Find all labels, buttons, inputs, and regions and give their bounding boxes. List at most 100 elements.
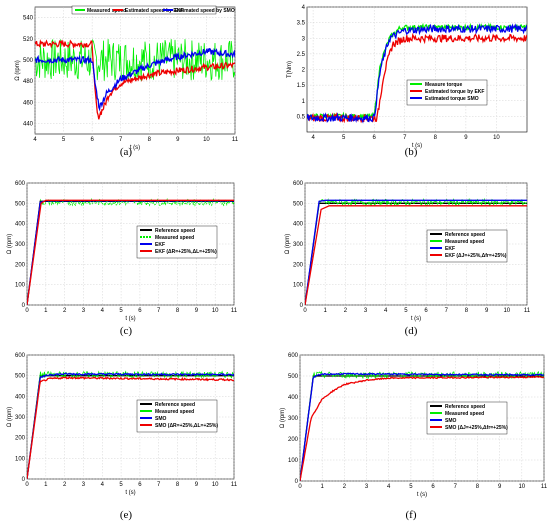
panel-caption: (d) <box>405 325 418 337</box>
y-tick-label: 2.5 <box>297 52 306 58</box>
y-tick-label: 100 <box>293 283 304 289</box>
x-tick-label: 4 <box>101 308 105 314</box>
y-tick-label: 4 <box>302 5 306 11</box>
y-tick-label: 200 <box>293 262 304 268</box>
x-axis-label: t (s) <box>125 316 135 322</box>
chart-panel-c: 0 1 2 3 4 5 6 7 8 9 10 11 0 100 200 300 400 500 600 t (s) Ω … <box>7 181 238 337</box>
y-tick-label: 0 <box>22 477 26 483</box>
x-tick-label: 11 <box>541 484 548 490</box>
y-tick-label: 600 <box>293 181 304 187</box>
y-tick-label: 300 <box>15 415 26 421</box>
legend-entry: Estimated torque SMO <box>425 96 479 102</box>
x-tick-label: 9 <box>464 135 468 141</box>
legend-entry: Measured speed <box>87 8 126 14</box>
x-tick-label: 2 <box>343 484 347 490</box>
chart-panel-e: 0 1 2 3 4 5 6 7 8 9 10 11 0 100 200 300 400 500 600 t (s) Ω … <box>7 353 238 521</box>
y-tick-label: 500 <box>15 374 26 380</box>
x-axis-label: t (s) <box>125 490 135 496</box>
x-tick-label: 4 <box>311 135 315 141</box>
legend-entry: EKF (ΔJ=+25%,Δfr=+25%) <box>445 253 507 259</box>
x-tick-label: 9 <box>485 308 489 314</box>
y-tick-label: 500 <box>288 374 299 380</box>
x-tick-label: 11 <box>231 482 238 488</box>
y-tick-label: 400 <box>15 394 26 400</box>
series-line-estimated-speed-by-smo <box>35 47 235 112</box>
series-line-estimated-speed-by-ekf <box>35 39 235 120</box>
y-tick-label: 300 <box>288 416 299 422</box>
y-tick-label: 300 <box>293 242 304 248</box>
x-tick-label: 7 <box>157 482 161 488</box>
x-tick-label: 3 <box>82 482 86 488</box>
series-line-smo-r-25-l-25 <box>27 376 234 479</box>
x-tick-label: 11 <box>232 137 239 143</box>
series-line-ekf-j-25-fr-25 <box>305 205 527 305</box>
y-axis-label: Ω (rpm) <box>285 234 291 254</box>
legend-entry: Estimated torque by EKF <box>425 89 484 95</box>
legend-entry: Estimated speed by EKF <box>125 8 183 14</box>
x-tick-label: 8 <box>434 135 438 141</box>
x-tick-label: 7 <box>157 308 161 314</box>
x-tick-label: 7 <box>119 137 123 143</box>
x-tick-label: 5 <box>342 135 346 141</box>
x-tick-label: 10 <box>518 484 525 490</box>
y-tick-label: 500 <box>23 58 34 64</box>
panel-caption: (f) <box>406 509 417 521</box>
x-tick-label: 0 <box>25 308 29 314</box>
series-line-estimated-torque-smo <box>307 23 527 124</box>
legend-entry: Reference speed <box>155 402 195 408</box>
x-axis-label: t (s) <box>130 145 140 151</box>
x-tick-label: 2 <box>344 308 348 314</box>
x-tick-label: 5 <box>119 308 123 314</box>
x-tick-label: 3 <box>365 484 369 490</box>
y-tick-label: 200 <box>15 436 26 442</box>
x-tick-label: 4 <box>384 308 388 314</box>
x-tick-label: 0 <box>303 308 307 314</box>
y-tick-label: 200 <box>288 437 299 443</box>
y-tick-label: 300 <box>15 242 26 248</box>
y-tick-label: 480 <box>23 79 34 85</box>
x-tick-label: 10 <box>212 308 219 314</box>
y-tick-label: 400 <box>293 222 304 228</box>
x-tick-label: 8 <box>148 137 152 143</box>
x-tick-label: 0 <box>25 482 29 488</box>
series-line-smo <box>27 372 234 479</box>
x-tick-label: 6 <box>424 308 428 314</box>
x-axis-label: t (s) <box>411 316 421 322</box>
x-tick-label: 1 <box>321 484 325 490</box>
y-tick-label: 520 <box>23 37 34 43</box>
series-line-ekf-r-25-l-25 <box>27 199 234 305</box>
x-tick-label: 10 <box>503 308 510 314</box>
x-tick-label: 6 <box>138 482 142 488</box>
x-tick-label: 6 <box>138 308 142 314</box>
x-tick-label: 2 <box>63 308 67 314</box>
x-tick-label: 1 <box>324 308 328 314</box>
series-line-smo <box>300 372 544 481</box>
x-tick-label: 8 <box>476 484 480 490</box>
x-tick-label: 9 <box>195 482 199 488</box>
y-tick-label: 600 <box>288 353 299 359</box>
y-tick-label: 500 <box>293 201 304 207</box>
y-tick-label: 500 <box>15 201 26 207</box>
y-tick-label: 1.5 <box>297 83 306 89</box>
x-tick-label: 6 <box>431 484 435 490</box>
y-tick-label: 0 <box>300 303 304 309</box>
y-tick-label: 0 <box>22 303 26 309</box>
legend-entry: Reference speed <box>445 404 485 410</box>
x-tick-label: 4 <box>33 137 37 143</box>
legend-entry: SMO (ΔJ=+25%,Δfr=+25%) <box>445 425 508 431</box>
legend-entry: EKF <box>155 242 165 248</box>
x-tick-label: 2 <box>63 482 67 488</box>
x-tick-label: 7 <box>445 308 449 314</box>
x-tick-label: 8 <box>176 482 180 488</box>
x-tick-label: 8 <box>176 308 180 314</box>
y-tick-label: 3.5 <box>297 21 306 27</box>
x-tick-label: 1 <box>44 308 48 314</box>
x-tick-label: 8 <box>465 308 469 314</box>
y-axis-label: Ω (rpm) <box>7 234 13 254</box>
legend-entry: SMO (ΔR=+25%,ΔL=+25%) <box>155 423 218 429</box>
x-tick-label: 9 <box>498 484 502 490</box>
